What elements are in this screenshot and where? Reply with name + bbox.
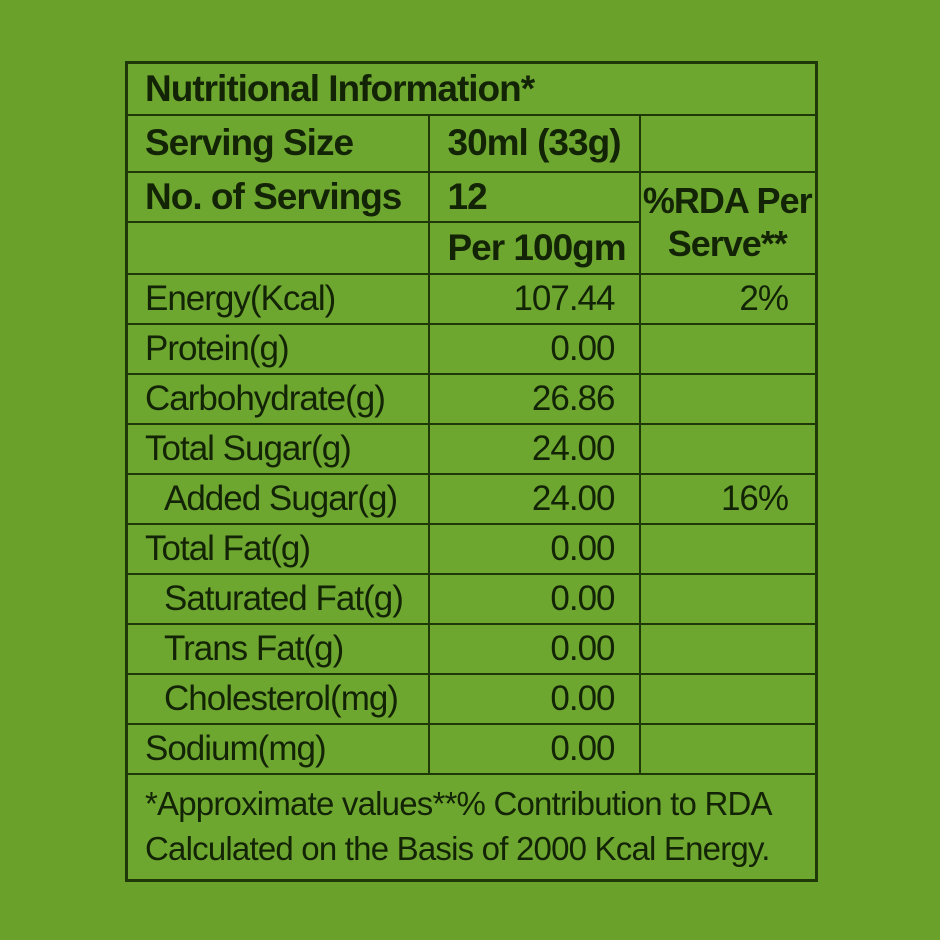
rda-value xyxy=(638,322,818,375)
table-row: Carbohydrate(g) 26.86 xyxy=(125,372,818,425)
rda-value: 2% xyxy=(638,272,818,325)
per-100gm-value: 0.00 xyxy=(427,722,641,775)
per-100gm-value: 0.00 xyxy=(427,672,641,725)
rda-value xyxy=(638,622,818,675)
table-row: Total Fat(g) 0.00 xyxy=(125,522,818,575)
nutrient-name: Trans Fat(g) xyxy=(125,622,430,675)
per-100gm-value: 26.86 xyxy=(427,372,641,425)
nutrient-name: Added Sugar(g) xyxy=(125,472,430,525)
rda-value xyxy=(638,522,818,575)
nutrition-table: Nutritional Information* Serving Size 30… xyxy=(125,61,818,882)
per-100gm-value: 0.00 xyxy=(427,522,641,575)
empty-cell xyxy=(125,220,430,275)
per-100gm-value: 24.00 xyxy=(427,422,641,475)
nutrient-name: Total Fat(g) xyxy=(125,522,430,575)
nutrient-name: Sodium(mg) xyxy=(125,722,430,775)
table-row: No. of Servings 12 %RDA Per Serve** xyxy=(125,170,818,275)
servings-count-value: 12 xyxy=(427,170,641,223)
table-row: Per 100gm xyxy=(125,220,817,275)
rda-value xyxy=(638,422,818,475)
table-row: Total Sugar(g) 24.00 xyxy=(125,422,818,475)
nutrient-name: Energy(Kcal) xyxy=(125,272,430,325)
table-title: Nutritional Information* xyxy=(125,61,818,116)
nutrient-name: Cholesterol(mg) xyxy=(125,672,430,725)
rda-value: 16% xyxy=(638,472,818,525)
rda-value xyxy=(638,572,818,625)
rda-value xyxy=(638,722,818,775)
table-row: Saturated Fat(g) 0.00 xyxy=(125,572,818,625)
table-row: Sodium(mg) 0.00 xyxy=(125,722,818,775)
table-row: *Approximate values**% Contribution to R… xyxy=(125,772,818,882)
table-row: Cholesterol(mg) 0.00 xyxy=(125,672,818,725)
table-row: Energy(Kcal) 107.44 2% xyxy=(125,272,818,325)
nutrient-name: Saturated Fat(g) xyxy=(125,572,430,625)
servings-count-label: No. of Servings xyxy=(125,170,430,223)
rda-value xyxy=(638,372,818,425)
per-100gm-value: 107.44 xyxy=(427,272,641,325)
per-100gm-value: 0.00 xyxy=(427,622,641,675)
per-100gm-value: 24.00 xyxy=(427,472,641,525)
table-row: Added Sugar(g) 24.00 16% xyxy=(125,472,818,525)
per-100gm-value: 0.00 xyxy=(427,322,641,375)
serving-size-value: 30ml (33g) xyxy=(427,113,641,173)
rda-per-serve-header: %RDA Per Serve** xyxy=(638,170,818,275)
nutrient-name: Total Sugar(g) xyxy=(125,422,430,475)
footnote: *Approximate values**% Contribution to R… xyxy=(125,772,818,882)
serving-size-label: Serving Size xyxy=(125,113,430,173)
per-100gm-header: Per 100gm xyxy=(427,220,641,275)
table-row: Nutritional Information* xyxy=(125,61,818,116)
nutrient-name: Protein(g) xyxy=(125,322,430,375)
table-row: Trans Fat(g) 0.00 xyxy=(125,622,818,675)
table-row: Serving Size 30ml (33g) xyxy=(125,113,818,173)
rda-value xyxy=(638,672,818,725)
nutrient-name: Carbohydrate(g) xyxy=(125,372,430,425)
table-row: Protein(g) 0.00 xyxy=(125,322,818,375)
per-100gm-value: 0.00 xyxy=(427,572,641,625)
empty-cell xyxy=(638,113,818,173)
